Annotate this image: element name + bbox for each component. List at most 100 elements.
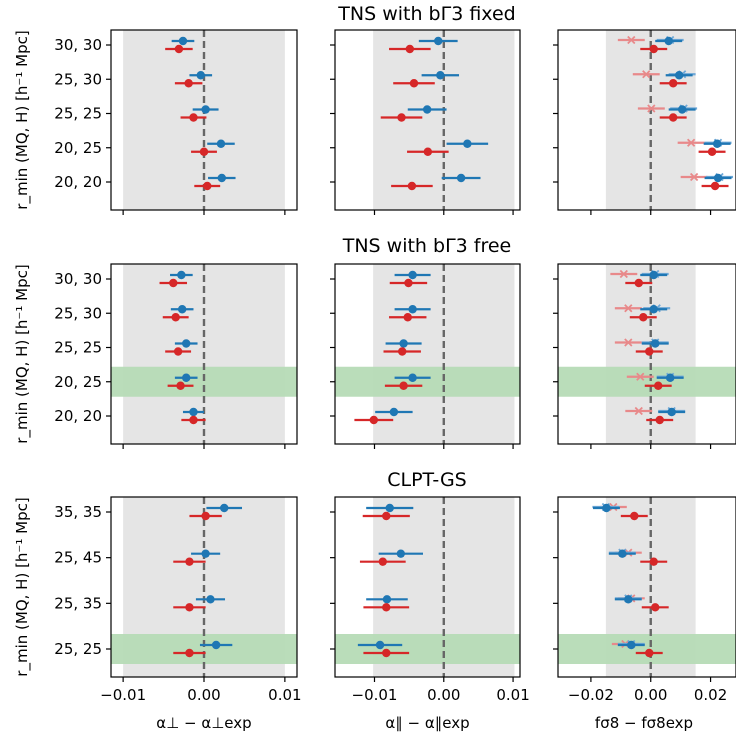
y-tick-label: 25, 45 bbox=[54, 549, 102, 567]
panel-title: TNS with bΓ3 fixed bbox=[337, 3, 515, 25]
point-marker bbox=[651, 339, 660, 348]
y-tick-label: 35, 35 bbox=[54, 503, 102, 521]
point-marker bbox=[216, 139, 226, 148]
highlight-band bbox=[558, 634, 736, 664]
axes-frame bbox=[557, 263, 736, 445]
point-marker bbox=[618, 549, 627, 558]
x-tick-label: 0.00 bbox=[427, 686, 460, 704]
highlight-band bbox=[111, 634, 297, 664]
point-marker bbox=[655, 415, 664, 425]
point-marker bbox=[375, 640, 385, 650]
axes-frame bbox=[557, 496, 736, 678]
point-marker bbox=[630, 511, 639, 521]
y-tick-label: 25, 25 bbox=[54, 339, 102, 357]
point-marker bbox=[645, 648, 654, 658]
y-tick-label: 20, 20 bbox=[54, 407, 102, 425]
subplot bbox=[106, 496, 298, 682]
point-marker bbox=[674, 71, 684, 80]
point-marker bbox=[624, 595, 633, 604]
point-marker bbox=[423, 147, 433, 156]
point-marker bbox=[649, 270, 658, 280]
point-marker bbox=[668, 79, 678, 88]
point-marker bbox=[645, 347, 654, 356]
point-marker bbox=[382, 595, 392, 604]
x-tick-label: 0.00 bbox=[187, 686, 220, 704]
point-marker bbox=[201, 105, 210, 114]
x-marker bbox=[686, 138, 696, 147]
point-marker bbox=[211, 640, 221, 650]
point-marker bbox=[399, 339, 408, 348]
point-marker bbox=[199, 147, 209, 156]
point-marker bbox=[405, 44, 415, 54]
point-marker bbox=[171, 313, 180, 322]
point-marker bbox=[378, 557, 388, 566]
y-axis-label: r_min (MQ, H) [h⁻¹ Mpc] bbox=[13, 264, 32, 443]
point-marker bbox=[389, 407, 399, 417]
axes-frame bbox=[557, 29, 736, 211]
panel-title: TNS with bΓ3 free bbox=[342, 235, 512, 257]
point-marker bbox=[399, 381, 408, 390]
point-marker bbox=[173, 347, 183, 356]
point-marker bbox=[665, 373, 675, 382]
x-axis-label: α∥ − α∥exp bbox=[385, 714, 469, 732]
point-marker bbox=[385, 503, 394, 513]
point-marker bbox=[382, 648, 391, 658]
subplot bbox=[106, 29, 298, 215]
point-marker bbox=[407, 181, 417, 191]
point-marker bbox=[404, 278, 413, 288]
y-tick-label: 25, 25 bbox=[54, 105, 102, 123]
point-marker bbox=[710, 181, 720, 191]
subplot bbox=[553, 496, 736, 682]
point-marker bbox=[185, 648, 194, 658]
point-marker bbox=[668, 113, 678, 122]
point-marker bbox=[397, 113, 406, 122]
point-marker bbox=[649, 305, 658, 314]
point-marker bbox=[220, 503, 229, 513]
point-marker bbox=[169, 278, 178, 288]
point-marker bbox=[712, 139, 722, 148]
point-marker bbox=[627, 640, 636, 650]
point-marker bbox=[185, 557, 194, 566]
highlight-band bbox=[335, 366, 520, 397]
point-marker bbox=[185, 603, 194, 612]
x-tick-label: 0.01 bbox=[496, 686, 529, 704]
x-marker bbox=[689, 172, 699, 182]
x-marker bbox=[634, 406, 643, 416]
x-marker bbox=[627, 35, 636, 45]
point-marker bbox=[664, 36, 673, 46]
subplot bbox=[553, 29, 736, 215]
highlight-band bbox=[111, 366, 297, 397]
point-marker bbox=[396, 549, 406, 558]
panels-layer bbox=[106, 29, 736, 682]
point-marker bbox=[639, 313, 648, 322]
point-marker bbox=[196, 71, 205, 80]
point-marker bbox=[382, 511, 391, 521]
point-marker bbox=[602, 503, 611, 513]
y-tick-label: 20, 25 bbox=[54, 139, 102, 157]
x-tick-label: 0.01 bbox=[268, 686, 301, 704]
x-marker bbox=[619, 269, 628, 279]
point-marker bbox=[403, 313, 412, 322]
point-marker bbox=[206, 595, 215, 604]
point-marker bbox=[178, 36, 188, 46]
x-marker bbox=[642, 70, 651, 79]
point-marker bbox=[667, 407, 676, 417]
x-axis-label: fσ8 − fσ8exp bbox=[595, 714, 693, 732]
point-marker bbox=[707, 147, 717, 156]
point-marker bbox=[177, 270, 186, 280]
axes-frame bbox=[334, 496, 521, 678]
point-marker bbox=[408, 305, 417, 314]
axes-frame bbox=[334, 263, 521, 445]
point-marker bbox=[189, 113, 198, 122]
point-marker bbox=[456, 173, 466, 183]
y-tick-label: 25, 30 bbox=[54, 304, 102, 322]
point-marker bbox=[654, 381, 663, 390]
y-tick-label: 30, 30 bbox=[54, 36, 102, 54]
x-marker bbox=[624, 338, 633, 347]
point-marker bbox=[184, 79, 193, 88]
point-marker bbox=[201, 549, 210, 558]
point-marker bbox=[182, 339, 191, 348]
subplot bbox=[106, 263, 298, 449]
point-marker bbox=[677, 105, 687, 114]
